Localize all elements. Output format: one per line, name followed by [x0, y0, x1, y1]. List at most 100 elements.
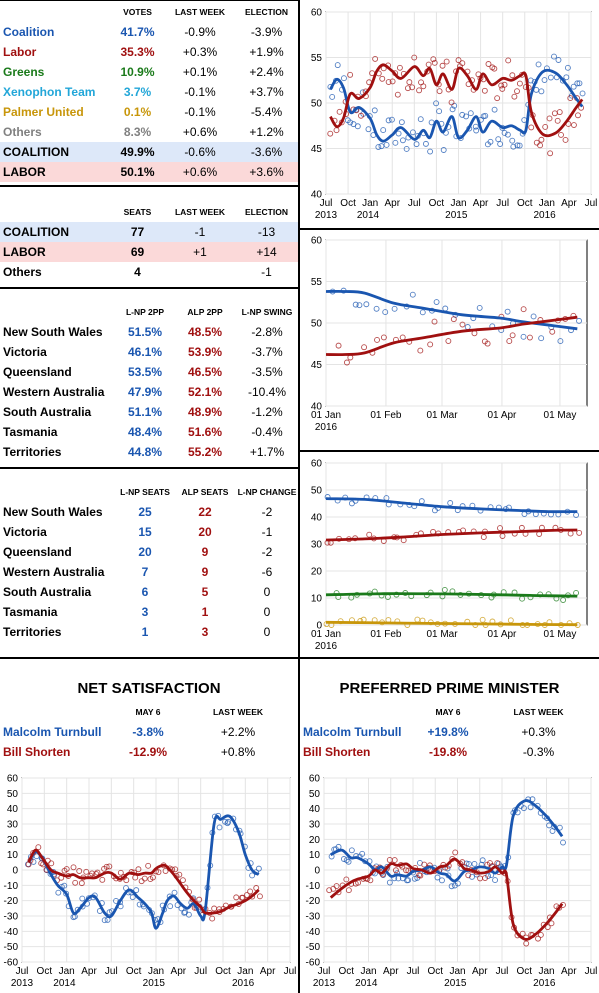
votes-party-row: Greens 10.9% +0.1% +2.4%: [0, 62, 298, 82]
data-point: [535, 935, 541, 942]
x-tick-label: Apr: [384, 198, 400, 209]
data-point: [345, 858, 352, 865]
x-tick-label: Apr: [81, 966, 97, 977]
y-tick-label: 20: [309, 835, 321, 846]
state-lnp-seats: 6: [141, 585, 149, 599]
data-point: [476, 304, 483, 311]
trend-line: [325, 592, 578, 598]
x-tick-label: Oct: [427, 966, 443, 977]
state-alp-seats: 9: [201, 565, 209, 579]
seats-election: -1: [261, 265, 272, 279]
data-point: [514, 88, 520, 95]
votes-party-value: 10.9%: [120, 65, 155, 79]
data-point: [30, 858, 37, 865]
data-point: [510, 143, 517, 150]
state-name: Queensland: [3, 365, 72, 379]
state-2pp-header-swing: L-NP SWING: [241, 307, 293, 317]
data-point: [537, 931, 544, 938]
y-tick-label: 10: [7, 850, 19, 861]
data-point: [72, 879, 79, 886]
data-point: [403, 146, 410, 152]
data-point: [447, 500, 454, 506]
data-point: [506, 338, 513, 345]
data-point: [356, 302, 363, 309]
state-2pp-row: Queensland 53.5% 46.5% -3.5%: [0, 362, 298, 382]
seats-header-last-week: LAST WEEK: [174, 207, 226, 217]
state-swing: -3.7%: [251, 345, 283, 359]
data-point: [389, 78, 396, 85]
data-point: [509, 332, 516, 339]
x-tick-label: Jul: [318, 966, 331, 977]
y-tick-label: 60: [311, 459, 323, 470]
votes-tpp-party: LABOR: [0, 162, 110, 182]
net-sat-header-row: MAY 6 LAST WEEK: [0, 702, 298, 722]
sep-5: [300, 228, 599, 230]
data-point: [430, 56, 437, 63]
data-point: [334, 62, 341, 69]
data-point: [189, 896, 196, 903]
votes-tpp-election: -3.6%: [235, 142, 298, 162]
state-lnp-change: -6: [261, 565, 273, 579]
state-swing: -1.2%: [251, 405, 283, 419]
y-tick-label: 60: [311, 236, 323, 247]
votes-party-election: +1.9%: [249, 45, 284, 59]
data-point: [343, 857, 350, 864]
data-point: [439, 877, 445, 884]
sep-6: [300, 450, 599, 452]
data-point: [492, 877, 499, 884]
data-point: [403, 867, 410, 874]
data-point: [480, 534, 487, 541]
y-tick-label: 45: [311, 360, 323, 371]
data-point: [352, 301, 359, 308]
data-point: [343, 876, 350, 883]
data-point: [83, 868, 90, 875]
data-point: [471, 860, 478, 867]
data-point: [445, 338, 452, 345]
data-point: [359, 850, 366, 857]
data-point: [176, 871, 183, 878]
state-lnp-seats: 20: [138, 545, 152, 559]
x-tick-label: Jul: [585, 966, 597, 977]
data-point: [454, 880, 461, 887]
state-2pp-header-lnp: L-NP 2PP: [125, 307, 165, 317]
trend-line: [325, 315, 578, 357]
seats-table: SEATS LAST WEEK ELECTION COALITION 77 -1…: [0, 202, 298, 282]
x-tick-label: 01 May: [544, 629, 577, 640]
data-point: [516, 142, 523, 149]
data-point: [485, 61, 492, 67]
data-point: [433, 100, 440, 107]
votes-party-value: 8.3%: [123, 125, 152, 139]
data-point: [103, 863, 110, 870]
data-point: [556, 109, 563, 116]
state-seats-header-row: L-NP SEATS ALP SEATS L-NP CHANGE: [0, 482, 298, 502]
data-point: [555, 57, 562, 63]
data-point: [243, 892, 250, 898]
data-point: [448, 99, 455, 106]
state-seats-row: New South Wales 25 22 -2: [0, 502, 298, 522]
y-tick-label: -40: [306, 927, 321, 938]
data-point: [520, 306, 527, 313]
state-lnp-2pp: 51.1%: [127, 405, 163, 419]
data-point: [371, 107, 378, 114]
data-point: [239, 894, 246, 901]
x-year-label: 2014: [355, 978, 378, 989]
data-point: [504, 308, 511, 315]
primary-2016-chart: 0 10 20 30 40 50 60 01 Jan 01 Feb 01 Mar 01 Apr 01 …: [311, 459, 588, 652]
x-tick-label: Oct: [215, 966, 231, 977]
state-name: South Australia: [3, 405, 92, 419]
data-point: [452, 849, 459, 856]
data-point: [455, 57, 462, 64]
data-point: [538, 335, 545, 342]
data-point: [472, 123, 479, 130]
y-tick-label: 30: [309, 820, 321, 831]
data-point: [546, 822, 553, 829]
net-sat-name: Bill Shorten: [3, 745, 71, 759]
x-year-label: 2013: [313, 978, 336, 989]
data-point: [341, 75, 347, 82]
data-point: [99, 876, 106, 883]
data-point: [421, 861, 428, 868]
state-name: Tasmania: [3, 605, 58, 619]
state-2pp-rows: New South Wales 51.5% 48.5% -2.8% Victoria 46…: [0, 322, 298, 462]
data-point: [520, 805, 527, 812]
net-sat-value: -12.9%: [128, 745, 168, 759]
